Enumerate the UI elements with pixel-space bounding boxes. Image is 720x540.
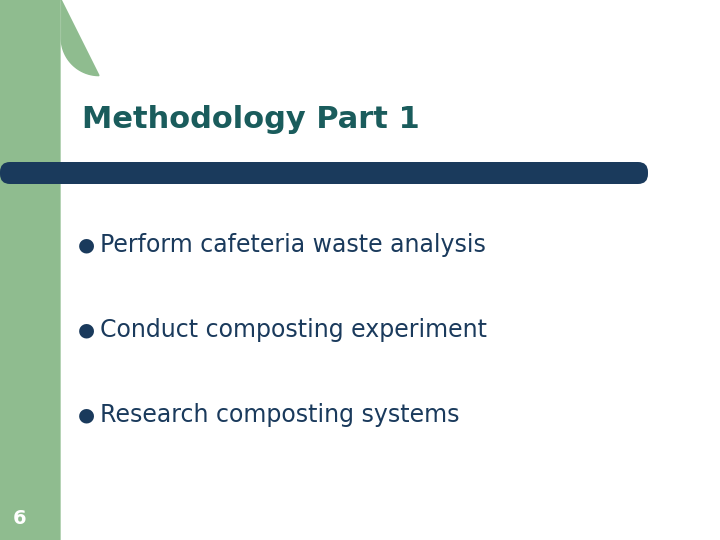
Text: ●: ● bbox=[78, 406, 95, 424]
FancyBboxPatch shape bbox=[99, 38, 720, 540]
Text: Methodology Part 1: Methodology Part 1 bbox=[82, 105, 420, 134]
Bar bbox=[0, 0, 245, 143]
Bar bbox=[0, 0, 61, 540]
Text: ●: ● bbox=[78, 321, 95, 340]
Polygon shape bbox=[61, 0, 99, 76]
Text: 6: 6 bbox=[13, 509, 27, 528]
Text: Conduct composting experiment: Conduct composting experiment bbox=[100, 318, 487, 342]
Text: ●: ● bbox=[78, 235, 95, 254]
FancyBboxPatch shape bbox=[0, 162, 648, 184]
Text: Research composting systems: Research composting systems bbox=[100, 403, 459, 427]
Text: Perform cafeteria waste analysis: Perform cafeteria waste analysis bbox=[100, 233, 486, 257]
